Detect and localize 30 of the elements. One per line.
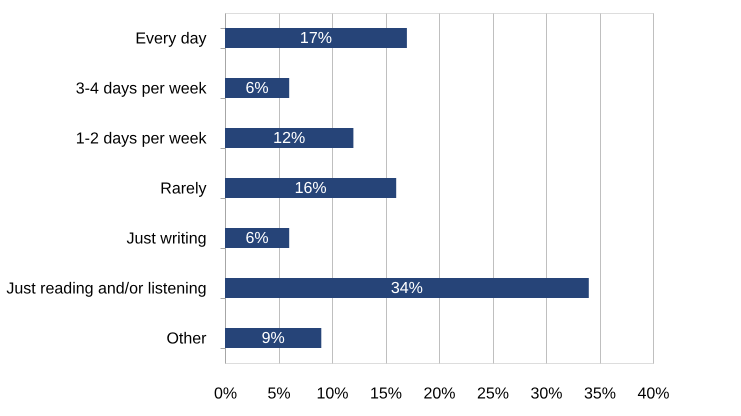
bar: [225, 28, 407, 48]
x-tick-label: 30%: [530, 386, 563, 402]
bar: [225, 278, 589, 298]
x-tick-label: 20%: [423, 386, 456, 402]
data-label: 6%: [246, 230, 269, 247]
x-tick-label: 10%: [316, 386, 349, 402]
x-tick-label: 35%: [584, 386, 616, 402]
data-label: 17%: [300, 30, 332, 47]
y-tick-label: Just reading and/or listening: [6, 280, 206, 298]
data-label: 16%: [294, 180, 327, 197]
bar: [225, 128, 354, 148]
y-tick-label: 1-2 days per week: [76, 130, 208, 148]
x-tick-label: 0%: [214, 386, 238, 402]
x-tick-label: 15%: [370, 386, 402, 402]
data-label: 9%: [262, 330, 285, 347]
bar: [225, 78, 290, 98]
bar: [225, 178, 396, 198]
y-tick-label: Rarely: [160, 180, 206, 198]
bar: [225, 228, 290, 248]
y-tick-label: 3-4 days per week: [76, 80, 208, 98]
y-tick-label: Just writing: [126, 230, 206, 248]
x-tick-label: 25%: [476, 386, 510, 402]
bar: [225, 328, 322, 348]
x-tick-label: 40%: [637, 386, 670, 402]
y-tick-label: Every day: [135, 30, 206, 48]
x-tick-label: 5%: [267, 386, 291, 402]
data-label: 6%: [246, 80, 269, 97]
y-tick-label: Other: [166, 330, 208, 348]
data-label: 34%: [390, 280, 423, 297]
data-label: 12%: [273, 130, 306, 147]
